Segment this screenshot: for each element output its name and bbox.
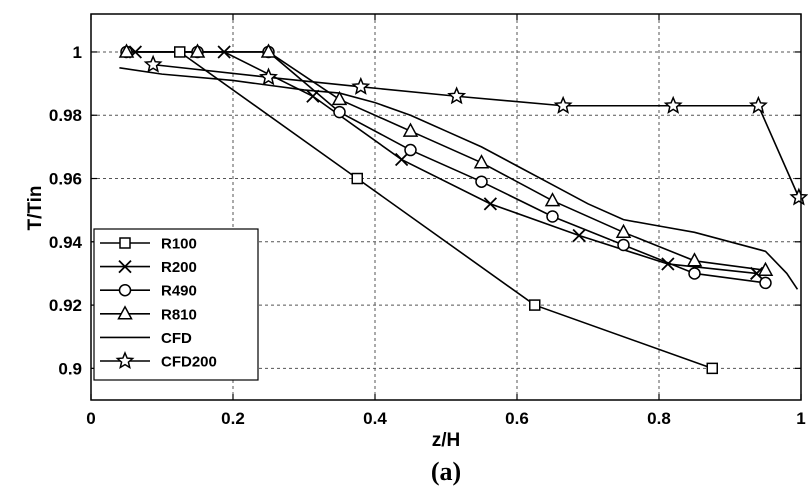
x-tick-label: 1 bbox=[796, 409, 805, 428]
series-line-r100 bbox=[179, 51, 713, 370]
y-tick-label: 0.98 bbox=[49, 106, 82, 125]
point-cfd200 bbox=[748, 95, 768, 114]
legend-box bbox=[93, 228, 259, 381]
point-cfd200 bbox=[789, 187, 808, 206]
legend-label-r810: R810 bbox=[161, 306, 197, 323]
point-r200 bbox=[749, 266, 764, 281]
point-r810 bbox=[260, 43, 277, 58]
point-r200 bbox=[572, 228, 586, 243]
series-line-r810 bbox=[126, 51, 766, 272]
y-tick-label: 0.94 bbox=[49, 233, 83, 252]
point-r810 bbox=[402, 122, 419, 137]
point-r810 bbox=[118, 43, 135, 58]
x-tick-label: 0.8 bbox=[647, 409, 671, 428]
point-cfd200 bbox=[351, 76, 371, 95]
plot-frame bbox=[90, 13, 802, 401]
legend-marker-r100 bbox=[119, 237, 131, 249]
legend-label-r490: R490 bbox=[161, 283, 197, 300]
legend: R100 R200 R490 R810 CFD CFD200 bbox=[93, 228, 259, 381]
point-r810 bbox=[615, 223, 632, 239]
point-r490 bbox=[333, 105, 346, 119]
y-axis-label: T/Tin bbox=[25, 185, 46, 230]
legend-marker-r200 bbox=[118, 259, 132, 274]
y-tick-label: 0.96 bbox=[49, 170, 82, 189]
point-r490 bbox=[404, 143, 417, 157]
point-r810 bbox=[686, 252, 703, 267]
point-r810 bbox=[544, 192, 561, 207]
series-markers bbox=[118, 43, 808, 375]
point-r490 bbox=[546, 210, 559, 223]
point-r200 bbox=[661, 257, 675, 271]
y-tick-label: 0.9 bbox=[58, 359, 82, 378]
series-line-cfd bbox=[119, 66, 799, 290]
point-r490 bbox=[475, 175, 488, 188]
point-r200 bbox=[306, 89, 320, 103]
legend-label-r200: R200 bbox=[161, 259, 197, 276]
x-axis-ticks: 0 0.2 0.4 0.6 0.8 1 bbox=[86, 14, 806, 428]
point-r810 bbox=[473, 154, 490, 169]
point-r200 bbox=[217, 45, 231, 59]
point-r490 bbox=[688, 267, 701, 280]
point-r200 bbox=[394, 152, 409, 167]
point-r490 bbox=[617, 238, 630, 252]
legend-label-cfd: CFD bbox=[161, 330, 192, 347]
point-r810 bbox=[331, 90, 348, 106]
x-tick-label: 0.6 bbox=[505, 409, 529, 428]
legend-marker-r490 bbox=[118, 283, 132, 297]
x-tick-label: 0.4 bbox=[363, 409, 387, 428]
legend-label-r100: R100 bbox=[161, 236, 197, 253]
point-r810 bbox=[189, 43, 206, 58]
y-tick-label: 0.92 bbox=[49, 296, 82, 315]
legend-marker-cfd200 bbox=[115, 351, 135, 370]
point-cfd200 bbox=[259, 67, 278, 86]
point-r100 bbox=[174, 46, 186, 58]
x-axis-label: z/H bbox=[432, 430, 461, 451]
point-cfd200 bbox=[553, 95, 573, 114]
legend-label-cfd200: CFD200 bbox=[161, 354, 217, 371]
x-tick-label: 0.2 bbox=[221, 409, 245, 428]
point-r200 bbox=[483, 197, 498, 211]
point-r810 bbox=[757, 261, 774, 277]
point-cfd200 bbox=[663, 95, 683, 114]
series-line-cfd200 bbox=[153, 63, 800, 198]
point-r490 bbox=[759, 276, 772, 290]
point-r100 bbox=[351, 172, 363, 185]
series-line-r200 bbox=[135, 51, 757, 275]
y-tick-label: 1 bbox=[73, 43, 82, 62]
point-cfd200 bbox=[143, 54, 163, 73]
point-r100 bbox=[706, 362, 718, 375]
point-cfd200 bbox=[447, 86, 467, 105]
series-lines bbox=[119, 51, 800, 370]
point-r100 bbox=[529, 299, 541, 311]
x-tick-label: 0 bbox=[86, 409, 95, 428]
legend-marker-r810 bbox=[117, 305, 133, 320]
figure-caption: (a) bbox=[431, 457, 461, 486]
